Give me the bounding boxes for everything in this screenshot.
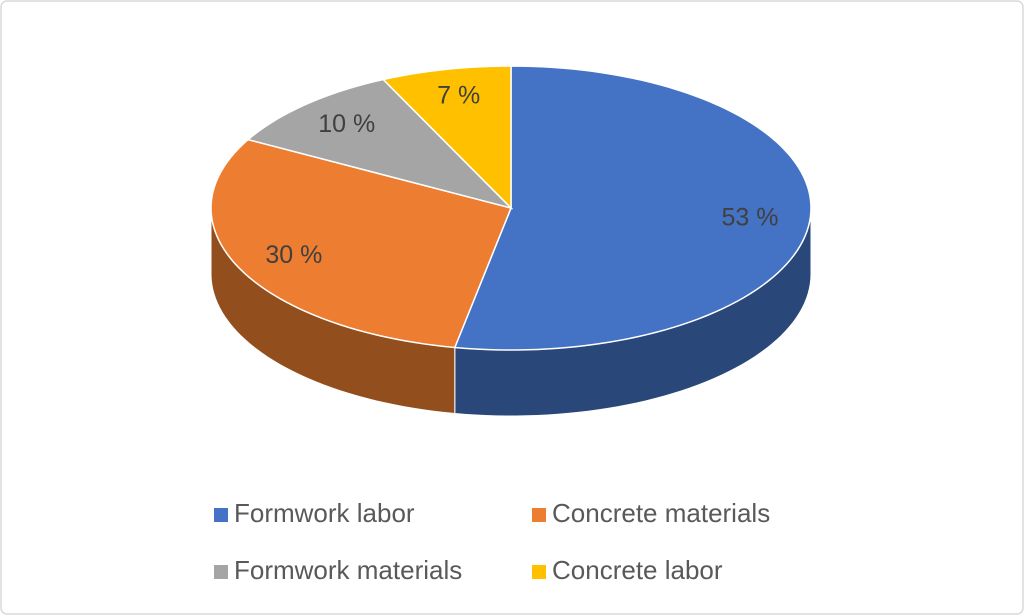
slice — [381, 65, 512, 210]
slice — [453, 65, 812, 351]
data-label: 53 % — [721, 203, 778, 231]
slice — [246, 78, 514, 210]
legend-label: Concrete materials — [552, 498, 770, 528]
legend-label: Concrete labor — [552, 555, 723, 585]
legend-swatch — [214, 508, 228, 522]
legend-label: Formwork labor — [234, 498, 415, 528]
data-label: 30 % — [265, 241, 322, 269]
legend-swatch — [532, 565, 546, 579]
legend-swatch — [532, 508, 546, 522]
legend-label: Formwork materials — [234, 555, 462, 585]
data-label: 10 % — [318, 110, 375, 138]
data-label: 7 % — [437, 82, 480, 110]
slice — [210, 138, 513, 349]
legend-swatch — [214, 565, 228, 579]
